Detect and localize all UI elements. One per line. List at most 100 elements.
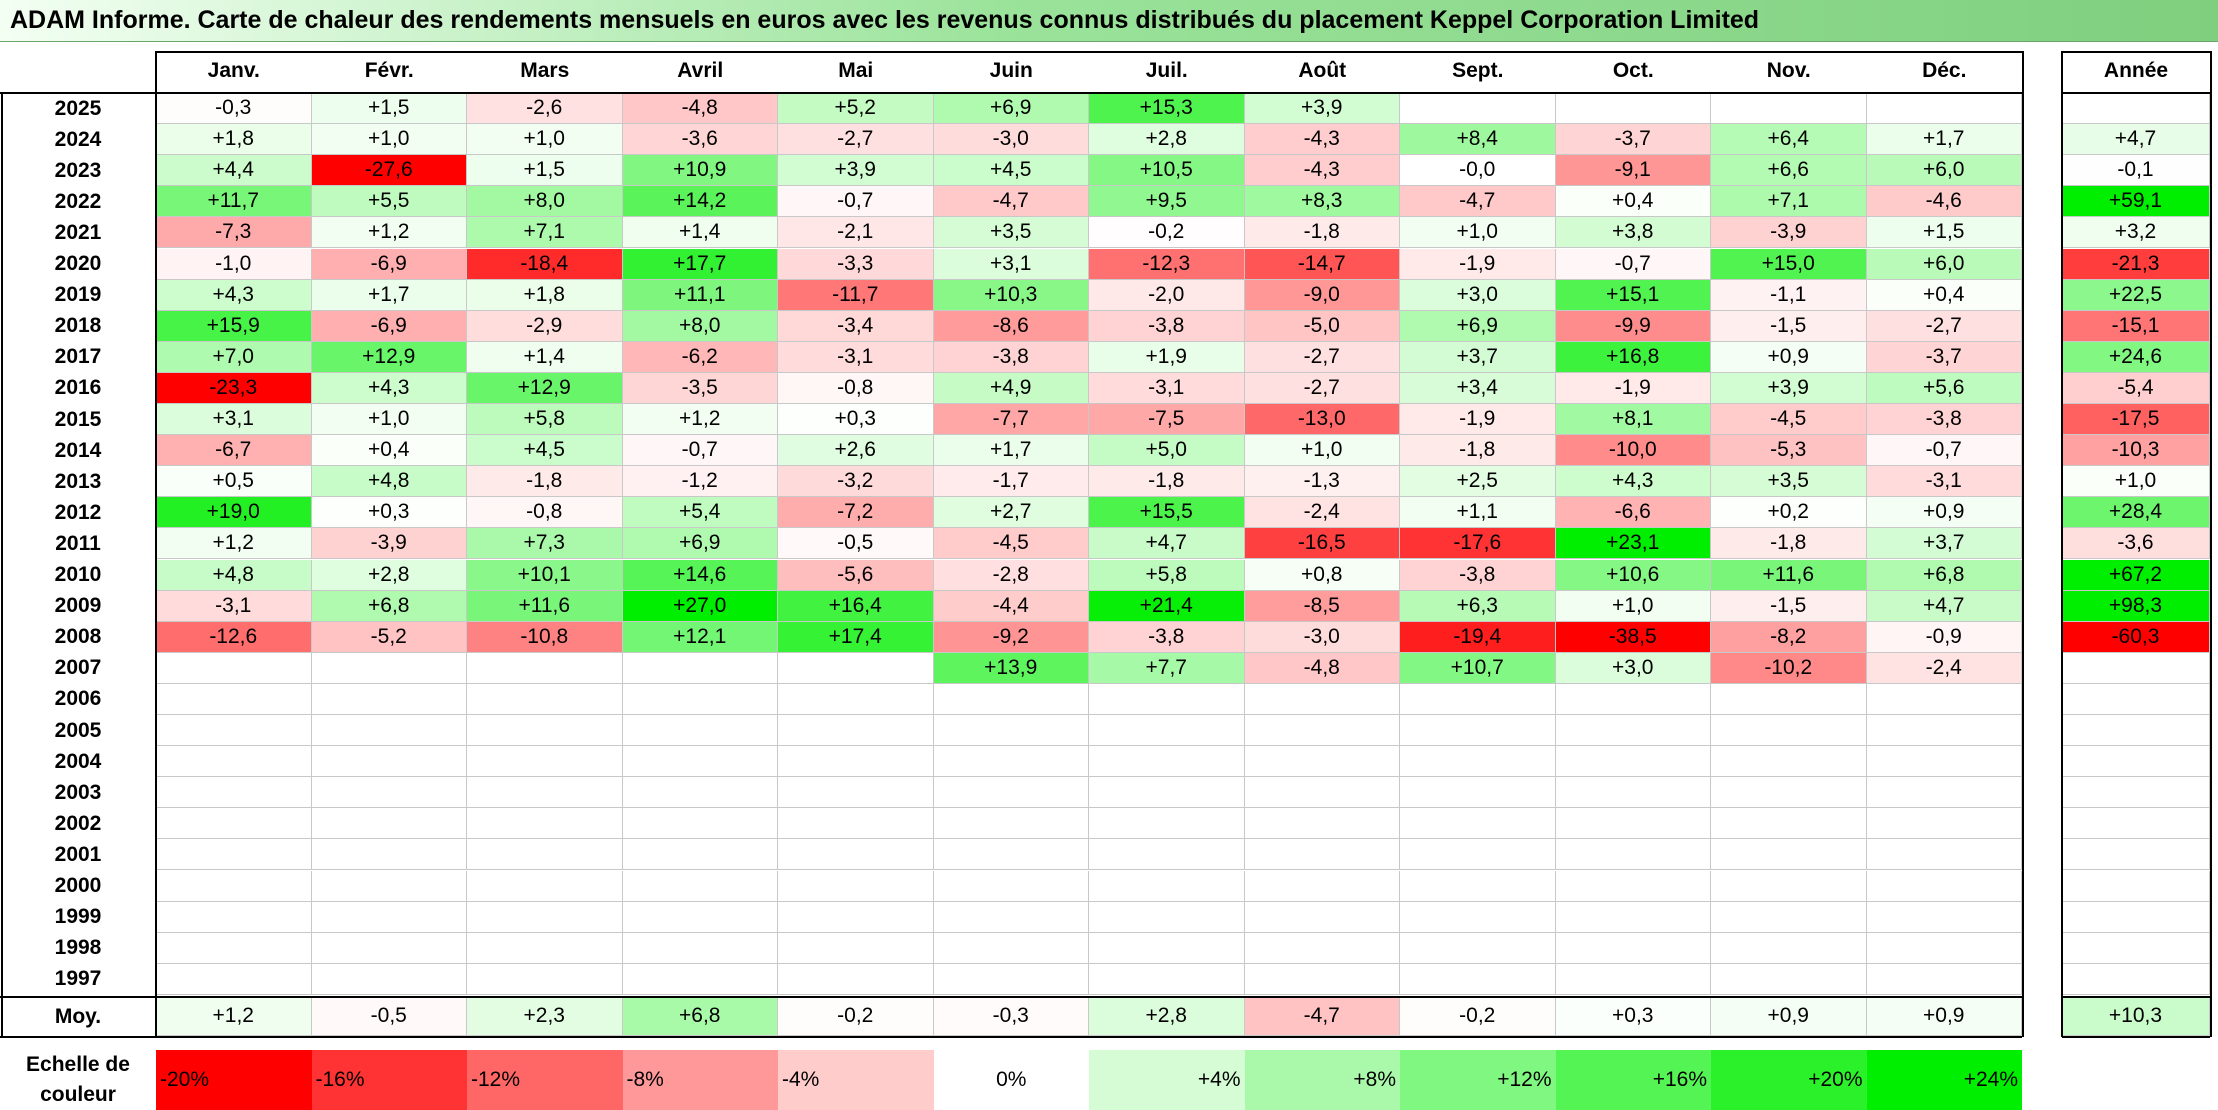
heatmap-cell: +6,0 bbox=[1866, 155, 2022, 187]
heatmap-cell: -4,6 bbox=[1866, 186, 2022, 218]
heatmap-cell: +10,1 bbox=[467, 559, 623, 591]
heatmap-cell: +2,8 bbox=[311, 559, 467, 591]
heatmap-cell: +7,1 bbox=[1711, 186, 1867, 218]
grid-rule bbox=[2210, 51, 2212, 1037]
heatmap-cell: +1,5 bbox=[1866, 217, 2022, 249]
average-cell: +6,8 bbox=[622, 997, 778, 1036]
heatmap-cell bbox=[1244, 870, 1400, 902]
heatmap-cell: +6,9 bbox=[622, 528, 778, 560]
heatmap-cell bbox=[933, 746, 1089, 778]
heatmap-cell bbox=[311, 652, 467, 684]
heatmap-cell: +3,1 bbox=[156, 404, 312, 436]
heatmap-cell: +6,0 bbox=[1866, 248, 2022, 280]
annual-cell bbox=[2062, 808, 2210, 840]
row-year-label: 2008 bbox=[54, 625, 102, 649]
heatmap-cell: +1,1 bbox=[1400, 497, 1556, 529]
heatmap-cell: +3,5 bbox=[933, 217, 1089, 249]
heatmap-cell bbox=[1555, 808, 1711, 840]
heatmap-cell: -4,5 bbox=[933, 528, 1089, 560]
heatmap-cell: -3,8 bbox=[933, 341, 1089, 373]
heatmap-cell bbox=[933, 808, 1089, 840]
heatmap-cell: -5,6 bbox=[778, 559, 934, 591]
heatmap-cell bbox=[933, 715, 1089, 747]
annual-cell: -5,4 bbox=[2062, 372, 2210, 404]
heatmap-cell: +15,9 bbox=[156, 310, 312, 342]
row-year-label: 1998 bbox=[54, 936, 102, 960]
heatmap-cell bbox=[1400, 870, 1556, 902]
heatmap-cell: +8,1 bbox=[1555, 404, 1711, 436]
heatmap-cell bbox=[778, 715, 934, 747]
color-scale-swatch: +8% bbox=[1244, 1049, 1400, 1110]
heatmap-cell: -3,1 bbox=[1866, 466, 2022, 498]
heatmap-cell bbox=[778, 932, 934, 964]
color-scale-swatch: -8% bbox=[622, 1049, 778, 1110]
heatmap-cell bbox=[311, 715, 467, 747]
heatmap-cell: -9,9 bbox=[1555, 310, 1711, 342]
heatmap-cell bbox=[622, 652, 778, 684]
average-cell: +0,3 bbox=[1555, 997, 1711, 1036]
heatmap-cell bbox=[933, 870, 1089, 902]
heatmap-cell bbox=[1711, 932, 1867, 964]
heatmap-cell bbox=[1555, 870, 1711, 902]
heatmap-cell bbox=[311, 932, 467, 964]
heatmap-cell: -1,1 bbox=[1711, 279, 1867, 311]
column-header: Sept. bbox=[1452, 59, 1504, 82]
heatmap-cell: -12,6 bbox=[156, 621, 312, 653]
grid-rule bbox=[0, 1035, 2022, 1038]
heatmap-cell: -1,7 bbox=[933, 466, 1089, 498]
heatmap-cell bbox=[1089, 808, 1245, 840]
annual-cell bbox=[2062, 746, 2210, 778]
heatmap-cell bbox=[1089, 777, 1245, 809]
heatmap-cell: +3,1 bbox=[933, 248, 1089, 280]
heatmap-cell: +12,9 bbox=[311, 341, 467, 373]
heatmap-cell: +12,1 bbox=[622, 621, 778, 653]
heatmap-cell bbox=[1089, 683, 1245, 715]
average-cell: +1,2 bbox=[156, 997, 312, 1036]
heatmap-cell: +4,5 bbox=[933, 155, 1089, 187]
row-year-label: 2012 bbox=[54, 500, 102, 524]
heatmap-cell: -1,8 bbox=[1244, 217, 1400, 249]
heatmap-cell: -3,9 bbox=[311, 528, 467, 560]
heatmap-cell: -1,0 bbox=[156, 248, 312, 280]
heatmap-cell: +17,4 bbox=[778, 621, 934, 653]
heatmap-cell bbox=[1244, 932, 1400, 964]
heatmap-cell bbox=[1089, 901, 1245, 933]
heatmap-cell: -0,0 bbox=[1400, 155, 1556, 187]
heatmap-cell bbox=[1089, 870, 1245, 902]
annual-cell: -17,5 bbox=[2062, 404, 2210, 436]
heatmap-cell bbox=[933, 683, 1089, 715]
heatmap-cell bbox=[933, 839, 1089, 871]
heatmap-cell: -2,0 bbox=[1089, 279, 1245, 311]
heatmap-cell bbox=[1711, 715, 1867, 747]
heatmap-cell: +5,8 bbox=[1089, 559, 1245, 591]
row-year-label: 2009 bbox=[54, 594, 102, 618]
heatmap-cell: +3,9 bbox=[1711, 372, 1867, 404]
heatmap-cell: +1,7 bbox=[1866, 124, 2022, 156]
heatmap-cell bbox=[622, 870, 778, 902]
heatmap-cell: +0,3 bbox=[311, 497, 467, 529]
heatmap-cell bbox=[1400, 746, 1556, 778]
row-year-label: 2001 bbox=[54, 842, 102, 866]
heatmap-cell bbox=[933, 901, 1089, 933]
heatmap-cell: +3,8 bbox=[1555, 217, 1711, 249]
heatmap-cell: +7,1 bbox=[467, 217, 623, 249]
heatmap-cell bbox=[467, 808, 623, 840]
heatmap-cell bbox=[778, 746, 934, 778]
heatmap-cell bbox=[622, 839, 778, 871]
row-year-label: 2025 bbox=[54, 96, 102, 120]
heatmap-cell: -0,7 bbox=[778, 186, 934, 218]
heatmap-cell: +0,9 bbox=[1711, 341, 1867, 373]
heatmap-cell bbox=[467, 683, 623, 715]
annual-cell: +22,5 bbox=[2062, 279, 2210, 311]
column-header: Mars bbox=[520, 59, 570, 82]
heatmap-cell bbox=[1244, 777, 1400, 809]
annual-cell: -0,1 bbox=[2062, 155, 2210, 187]
heatmap-cell: -4,7 bbox=[1400, 186, 1556, 218]
heatmap-cell: -23,3 bbox=[156, 372, 312, 404]
heatmap-cell: -4,5 bbox=[1711, 404, 1867, 436]
heatmap-cell: +4,7 bbox=[1089, 528, 1245, 560]
heatmap-cell bbox=[622, 901, 778, 933]
heatmap-cell: -4,8 bbox=[622, 93, 778, 125]
grid-rule bbox=[2062, 995, 2210, 998]
heatmap-cell: -6,9 bbox=[311, 248, 467, 280]
